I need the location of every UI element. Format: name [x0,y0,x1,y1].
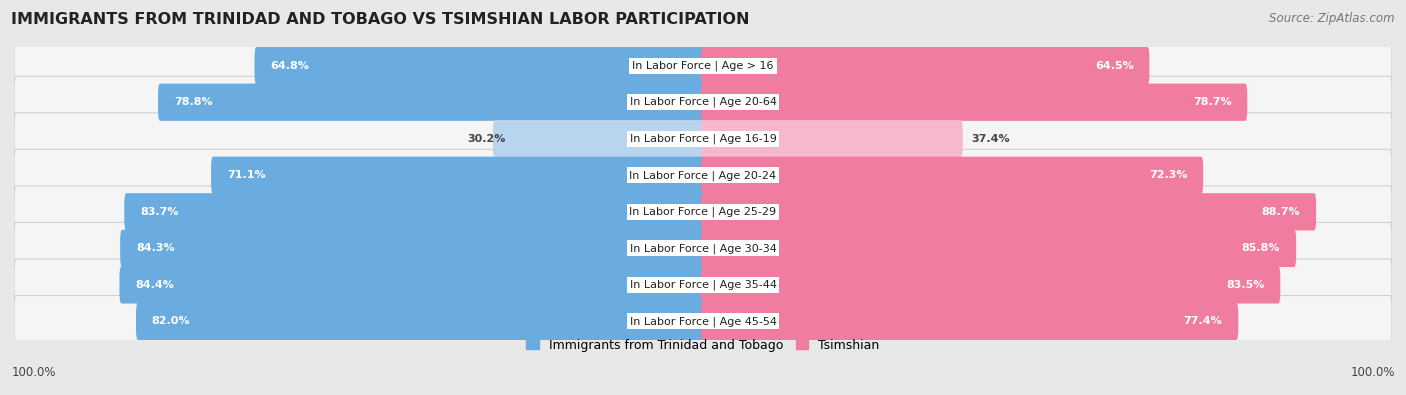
FancyBboxPatch shape [702,157,1204,194]
FancyBboxPatch shape [702,120,963,157]
FancyBboxPatch shape [14,76,1392,128]
FancyBboxPatch shape [14,40,1392,92]
FancyBboxPatch shape [211,157,704,194]
Text: 84.3%: 84.3% [136,243,174,253]
Text: 85.8%: 85.8% [1241,243,1281,253]
FancyBboxPatch shape [136,303,704,340]
FancyBboxPatch shape [14,222,1392,274]
Text: 88.7%: 88.7% [1261,207,1301,217]
Text: 64.5%: 64.5% [1095,61,1133,71]
Text: IMMIGRANTS FROM TRINIDAD AND TOBAGO VS TSIMSHIAN LABOR PARTICIPATION: IMMIGRANTS FROM TRINIDAD AND TOBAGO VS T… [11,12,749,27]
Text: 100.0%: 100.0% [1350,366,1395,379]
Text: 72.3%: 72.3% [1149,170,1187,180]
Text: 83.7%: 83.7% [141,207,179,217]
FancyBboxPatch shape [254,47,704,84]
Text: 84.4%: 84.4% [135,280,174,290]
FancyBboxPatch shape [702,47,1150,84]
Text: 30.2%: 30.2% [467,134,505,144]
Text: 83.5%: 83.5% [1226,280,1264,290]
FancyBboxPatch shape [14,113,1392,165]
FancyBboxPatch shape [14,149,1392,201]
FancyBboxPatch shape [14,295,1392,347]
FancyBboxPatch shape [702,230,1296,267]
FancyBboxPatch shape [120,230,704,267]
Text: In Labor Force | Age 16-19: In Labor Force | Age 16-19 [630,134,776,144]
FancyBboxPatch shape [157,84,704,121]
Text: In Labor Force | Age 45-54: In Labor Force | Age 45-54 [630,316,776,327]
Text: In Labor Force | Age 20-24: In Labor Force | Age 20-24 [630,170,776,181]
Legend: Immigrants from Trinidad and Tobago, Tsimshian: Immigrants from Trinidad and Tobago, Tsi… [522,334,884,357]
Text: In Labor Force | Age 20-64: In Labor Force | Age 20-64 [630,97,776,107]
Text: In Labor Force | Age > 16: In Labor Force | Age > 16 [633,60,773,71]
Text: 77.4%: 77.4% [1184,316,1222,326]
Text: In Labor Force | Age 30-34: In Labor Force | Age 30-34 [630,243,776,254]
Text: In Labor Force | Age 35-44: In Labor Force | Age 35-44 [630,280,776,290]
FancyBboxPatch shape [702,84,1247,121]
FancyBboxPatch shape [124,193,704,230]
Text: 71.1%: 71.1% [226,170,266,180]
Text: 82.0%: 82.0% [152,316,190,326]
Text: 78.7%: 78.7% [1192,97,1232,107]
Text: 78.8%: 78.8% [174,97,212,107]
FancyBboxPatch shape [14,259,1392,311]
Text: In Labor Force | Age 25-29: In Labor Force | Age 25-29 [630,207,776,217]
Text: Source: ZipAtlas.com: Source: ZipAtlas.com [1270,12,1395,25]
FancyBboxPatch shape [120,266,704,303]
FancyBboxPatch shape [702,266,1281,303]
FancyBboxPatch shape [702,193,1316,230]
FancyBboxPatch shape [494,120,704,157]
FancyBboxPatch shape [702,303,1239,340]
Text: 100.0%: 100.0% [11,366,56,379]
Text: 64.8%: 64.8% [270,61,309,71]
Text: 37.4%: 37.4% [972,134,1010,144]
FancyBboxPatch shape [14,186,1392,238]
